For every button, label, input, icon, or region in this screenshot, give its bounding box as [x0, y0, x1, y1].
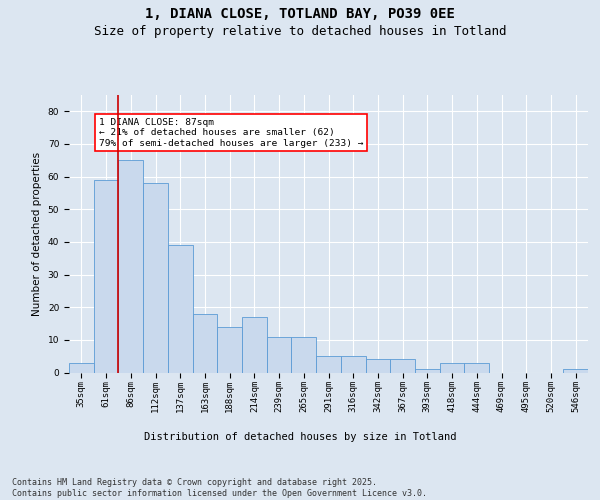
Bar	[69, 362, 94, 372]
Bar	[143, 183, 168, 372]
Bar	[316, 356, 341, 372]
Bar	[390, 360, 415, 372]
Bar	[365, 360, 390, 372]
Bar	[464, 362, 489, 372]
Bar	[217, 327, 242, 372]
Text: Contains HM Land Registry data © Crown copyright and database right 2025.
Contai: Contains HM Land Registry data © Crown c…	[12, 478, 427, 498]
Y-axis label: Number of detached properties: Number of detached properties	[32, 152, 42, 316]
Bar	[94, 180, 118, 372]
Bar	[267, 336, 292, 372]
Bar	[292, 336, 316, 372]
Bar	[563, 369, 588, 372]
Text: 1, DIANA CLOSE, TOTLAND BAY, PO39 0EE: 1, DIANA CLOSE, TOTLAND BAY, PO39 0EE	[145, 8, 455, 22]
Bar	[118, 160, 143, 372]
Text: 1 DIANA CLOSE: 87sqm
← 21% of detached houses are smaller (62)
79% of semi-detac: 1 DIANA CLOSE: 87sqm ← 21% of detached h…	[98, 118, 363, 148]
Bar	[168, 245, 193, 372]
Bar	[242, 317, 267, 372]
Bar	[341, 356, 365, 372]
Bar	[415, 369, 440, 372]
Text: Size of property relative to detached houses in Totland: Size of property relative to detached ho…	[94, 25, 506, 38]
Text: Distribution of detached houses by size in Totland: Distribution of detached houses by size …	[144, 432, 456, 442]
Bar	[440, 362, 464, 372]
Bar	[193, 314, 217, 372]
